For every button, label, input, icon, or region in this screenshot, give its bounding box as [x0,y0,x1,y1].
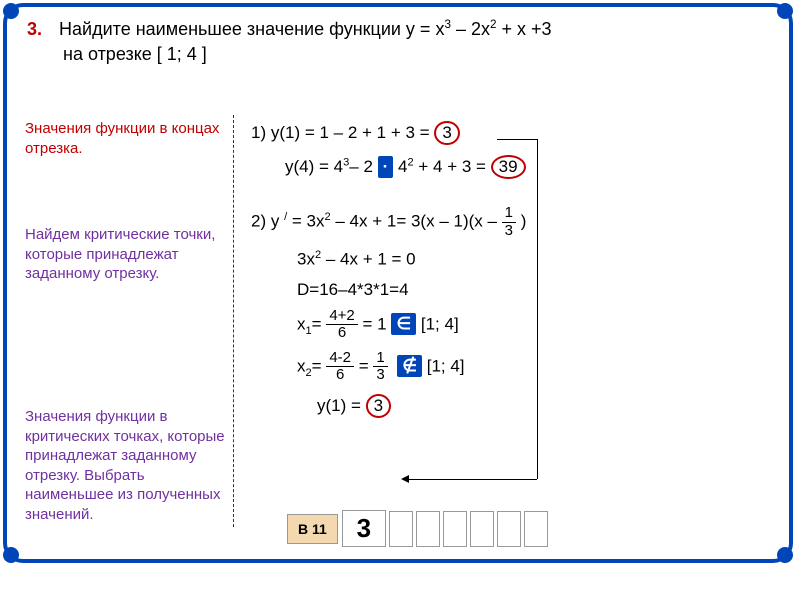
calc-line-7: x2= 4-26 = 13 ∉ [1; 4] [297,350,781,384]
circled-value: 3 [366,394,391,418]
fraction: 4-26 [326,350,354,384]
work-area: 1) y(1) = 1 – 2 + 1 + 3 = 3 y(4) = 43– 2… [251,117,781,422]
problem-text: Найдите наименьшее значение функции y = … [59,19,552,39]
calc-line-2: y(4) = 43– 2 · 42 + 4 + 3 = 39 [285,155,781,179]
answer-cell [416,511,440,547]
calc-line-8: y(1) = 3 [317,394,781,418]
step-3-label: Значения функции в критических точках, к… [25,407,225,524]
in-symbol-box: ∈ [391,313,416,335]
calc-line-3: 2) y / = 3x2 – 4x + 1= 3(x – 1)(x – 13 ) [251,205,781,239]
vertical-divider [233,115,235,527]
answer-value: 3 [342,510,386,547]
highlight-box: · [378,156,394,178]
answer-row: В 11 3 [287,510,548,547]
circled-value: 39 [491,155,526,179]
problem-text-line2: на отрезке [ 1; 4 ] [63,42,769,67]
problem-number: 3. [27,19,42,39]
step-2-label: Найдем критические точки, которые принад… [25,225,225,284]
fraction: 4+26 [326,308,357,342]
answer-label: В 11 [287,514,338,544]
answer-cell [497,511,521,547]
calc-line-5: D=16–4*3*1=4 [297,280,781,300]
fraction: 13 [373,350,387,384]
fraction: 13 [502,205,516,239]
calc-line-6: x1= 4+26 = 1 ∈ [1; 4] [297,308,781,342]
problem-statement: 3. Найдите наименьшее значение функции y… [27,17,769,67]
calc-line-4: 3x2 – 4x + 1 = 0 [297,249,781,270]
content-area: 3. Найдите наименьшее значение функции y… [7,7,789,559]
answer-cell [470,511,494,547]
slide-frame: 3. Найдите наименьшее значение функции y… [3,3,793,563]
circled-value: 3 [434,121,459,145]
notin-symbol-box: ∉ [397,355,422,377]
answer-cell [389,511,413,547]
calc-line-1: 1) y(1) = 1 – 2 + 1 + 3 = 3 [251,121,781,145]
answer-cell [524,511,548,547]
step-1-label: Значения функции в концах отрезка. [25,119,225,158]
answer-cell [443,511,467,547]
